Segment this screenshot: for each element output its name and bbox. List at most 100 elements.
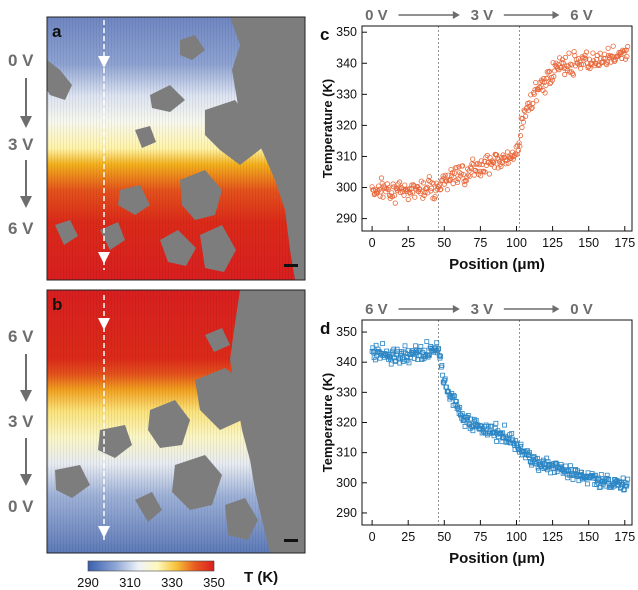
data-point — [568, 463, 573, 469]
data-point — [491, 160, 497, 166]
data-point — [463, 178, 469, 184]
data-point — [492, 425, 498, 431]
data-point — [390, 181, 396, 187]
x-tick-label: 175 — [614, 236, 635, 250]
data-point — [473, 417, 479, 423]
y-tick-label: 290 — [336, 506, 357, 520]
data-point — [423, 185, 429, 191]
voltage-label: 6 V — [8, 327, 34, 346]
masked-region-b — [55, 290, 305, 553]
data-point — [405, 196, 411, 203]
data-point — [406, 186, 412, 192]
data-point — [478, 423, 484, 429]
data-point — [546, 69, 552, 75]
x-tick-label: 0 — [369, 530, 376, 544]
data-point — [505, 160, 511, 166]
data-point — [522, 113, 529, 119]
data-point — [413, 343, 419, 349]
data-point — [625, 43, 631, 50]
data-point — [513, 144, 519, 150]
data-point — [515, 148, 521, 154]
sequence-label: 3 V — [471, 7, 494, 24]
scan-arrowhead — [98, 252, 110, 264]
plot-frame — [361, 25, 633, 232]
y-tick-label: 300 — [336, 181, 357, 195]
data-point — [491, 164, 498, 170]
data-point — [593, 472, 598, 478]
x-tick-label: 75 — [473, 530, 487, 544]
data-point — [582, 52, 588, 58]
down-arrow-icon — [20, 116, 32, 128]
voltage-label: 3 V — [8, 135, 34, 154]
data-point — [527, 450, 532, 455]
data-point — [604, 59, 611, 65]
data-point — [544, 455, 550, 461]
data-point — [482, 169, 488, 175]
data-point — [590, 50, 596, 56]
data-point — [503, 161, 509, 167]
data-point — [517, 133, 524, 139]
data-point — [439, 362, 445, 368]
panel-label-a: a — [52, 22, 62, 41]
data-point — [401, 192, 407, 198]
data-point — [622, 56, 629, 62]
data-point — [451, 170, 458, 176]
x-tick-label: 0 — [369, 236, 376, 250]
data-point — [558, 64, 564, 71]
data-point — [598, 484, 604, 490]
x-axis-title: Position (μm) — [449, 550, 545, 567]
data-point — [454, 179, 461, 185]
y-tick-label: 300 — [336, 476, 357, 490]
data-point — [461, 178, 467, 185]
colorbar-tick: 290 — [77, 575, 99, 590]
data-point — [460, 172, 466, 178]
data-point — [410, 182, 416, 188]
data-point — [598, 472, 604, 477]
data-point — [526, 100, 532, 106]
data-point — [375, 183, 382, 189]
data-point — [378, 189, 384, 195]
x-tick-label: 125 — [542, 236, 563, 250]
data-point — [468, 165, 474, 172]
data-point — [530, 100, 536, 107]
down-arrow-icon — [20, 474, 32, 486]
data-point — [462, 423, 468, 429]
data-point — [437, 187, 443, 193]
data-point — [451, 393, 457, 398]
data-point — [562, 71, 568, 78]
data-point — [522, 108, 528, 115]
data-point — [551, 73, 557, 80]
data-point — [570, 477, 576, 482]
data-point — [442, 377, 448, 383]
data-point — [477, 422, 483, 428]
data-point — [440, 372, 446, 378]
down-arrow-icon — [20, 196, 32, 208]
data-point — [502, 422, 507, 428]
data-point — [500, 152, 506, 158]
data-point — [543, 82, 549, 88]
data-point — [577, 65, 584, 71]
data-point — [542, 90, 548, 96]
data-point — [435, 347, 441, 353]
data-point — [426, 174, 432, 180]
data-point — [378, 175, 385, 181]
data-point — [534, 459, 540, 464]
data-point — [570, 72, 577, 78]
scale-bar — [284, 264, 298, 267]
data-point — [380, 341, 386, 346]
data-point — [544, 467, 550, 473]
chart-d: d 0 25 50 75 100 125 150 175 290 300 310 320 330 340 35… — [320, 301, 635, 567]
data-point — [553, 460, 559, 466]
data-point — [566, 50, 572, 56]
data-point — [509, 431, 515, 436]
data-point — [541, 79, 548, 86]
data-point — [605, 45, 611, 51]
data-point — [392, 359, 398, 364]
data-point — [434, 340, 440, 346]
data-point — [558, 462, 564, 467]
data-point — [369, 184, 375, 190]
data-point — [610, 43, 616, 49]
data-point — [425, 177, 432, 183]
data-point — [562, 54, 569, 61]
data-point — [377, 193, 383, 199]
